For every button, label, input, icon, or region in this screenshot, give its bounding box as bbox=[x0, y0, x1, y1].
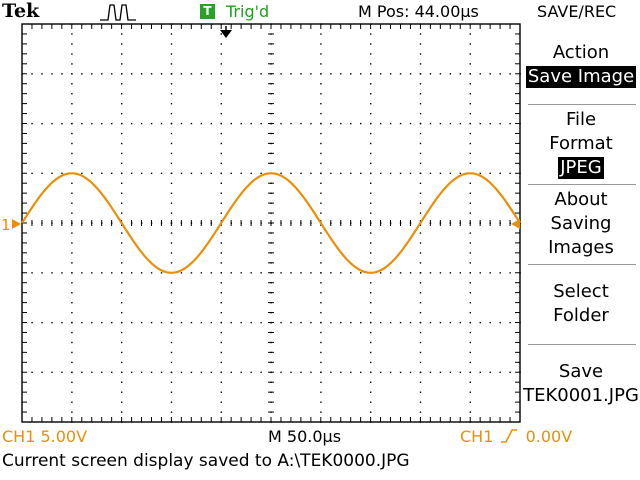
trigger-status: Trig'd bbox=[226, 2, 270, 21]
ch1-marker-label: 1 bbox=[1, 216, 11, 234]
menu-divider bbox=[528, 104, 636, 105]
menu-about-saving-button[interactable]: About Saving Images bbox=[548, 189, 614, 258]
ch1-waveform bbox=[21, 172, 521, 274]
timebase-readout: M 50.0µs bbox=[268, 427, 342, 446]
menu-title: SAVE/REC bbox=[537, 2, 617, 21]
menu-divider bbox=[528, 184, 636, 185]
menu-divider bbox=[528, 344, 636, 345]
acquisition-pulse-icon bbox=[100, 4, 136, 21]
menu-file-format-value: JPEG bbox=[558, 157, 604, 179]
status-message: Current screen display saved to A:\TEK00… bbox=[2, 451, 410, 471]
ch1-scale-readout: CH1 5.00V bbox=[2, 427, 88, 446]
menu-action-label: Action bbox=[552, 42, 610, 63]
menu-select-folder-button[interactable]: Select Folder bbox=[553, 281, 609, 326]
trigger-level: 0.00V bbox=[525, 427, 573, 446]
trigger-position-marker bbox=[220, 26, 232, 38]
graticule: 1 bbox=[1, 23, 521, 423]
rising-edge-icon bbox=[501, 429, 518, 443]
menu-action-button[interactable]: Action Save Image bbox=[522, 41, 640, 89]
center-ticks bbox=[21, 23, 521, 423]
menu-file-format-label: File Format bbox=[549, 109, 613, 154]
brand-logo: Tek bbox=[2, 0, 40, 22]
menu-action-value: Save Image bbox=[525, 66, 637, 88]
save-rec-menu: Action Save Image File Format JPEG About… bbox=[522, 24, 640, 425]
grid-dots bbox=[21, 23, 521, 423]
trigger-badge: T bbox=[200, 4, 215, 19]
trigger-readout: CH1 0.00V bbox=[460, 427, 572, 447]
menu-divider bbox=[528, 264, 636, 265]
menu-file-format-button[interactable]: File Format JPEG bbox=[522, 108, 640, 180]
trigger-level-marker bbox=[511, 219, 520, 229]
menu-save-button[interactable]: Save TEK0001.JPG bbox=[523, 361, 639, 406]
trigger-source: CH1 bbox=[460, 427, 494, 446]
horizontal-position-readout: M Pos: 44.00µs bbox=[358, 2, 479, 21]
ch1-ground-marker: 1 bbox=[1, 216, 21, 234]
